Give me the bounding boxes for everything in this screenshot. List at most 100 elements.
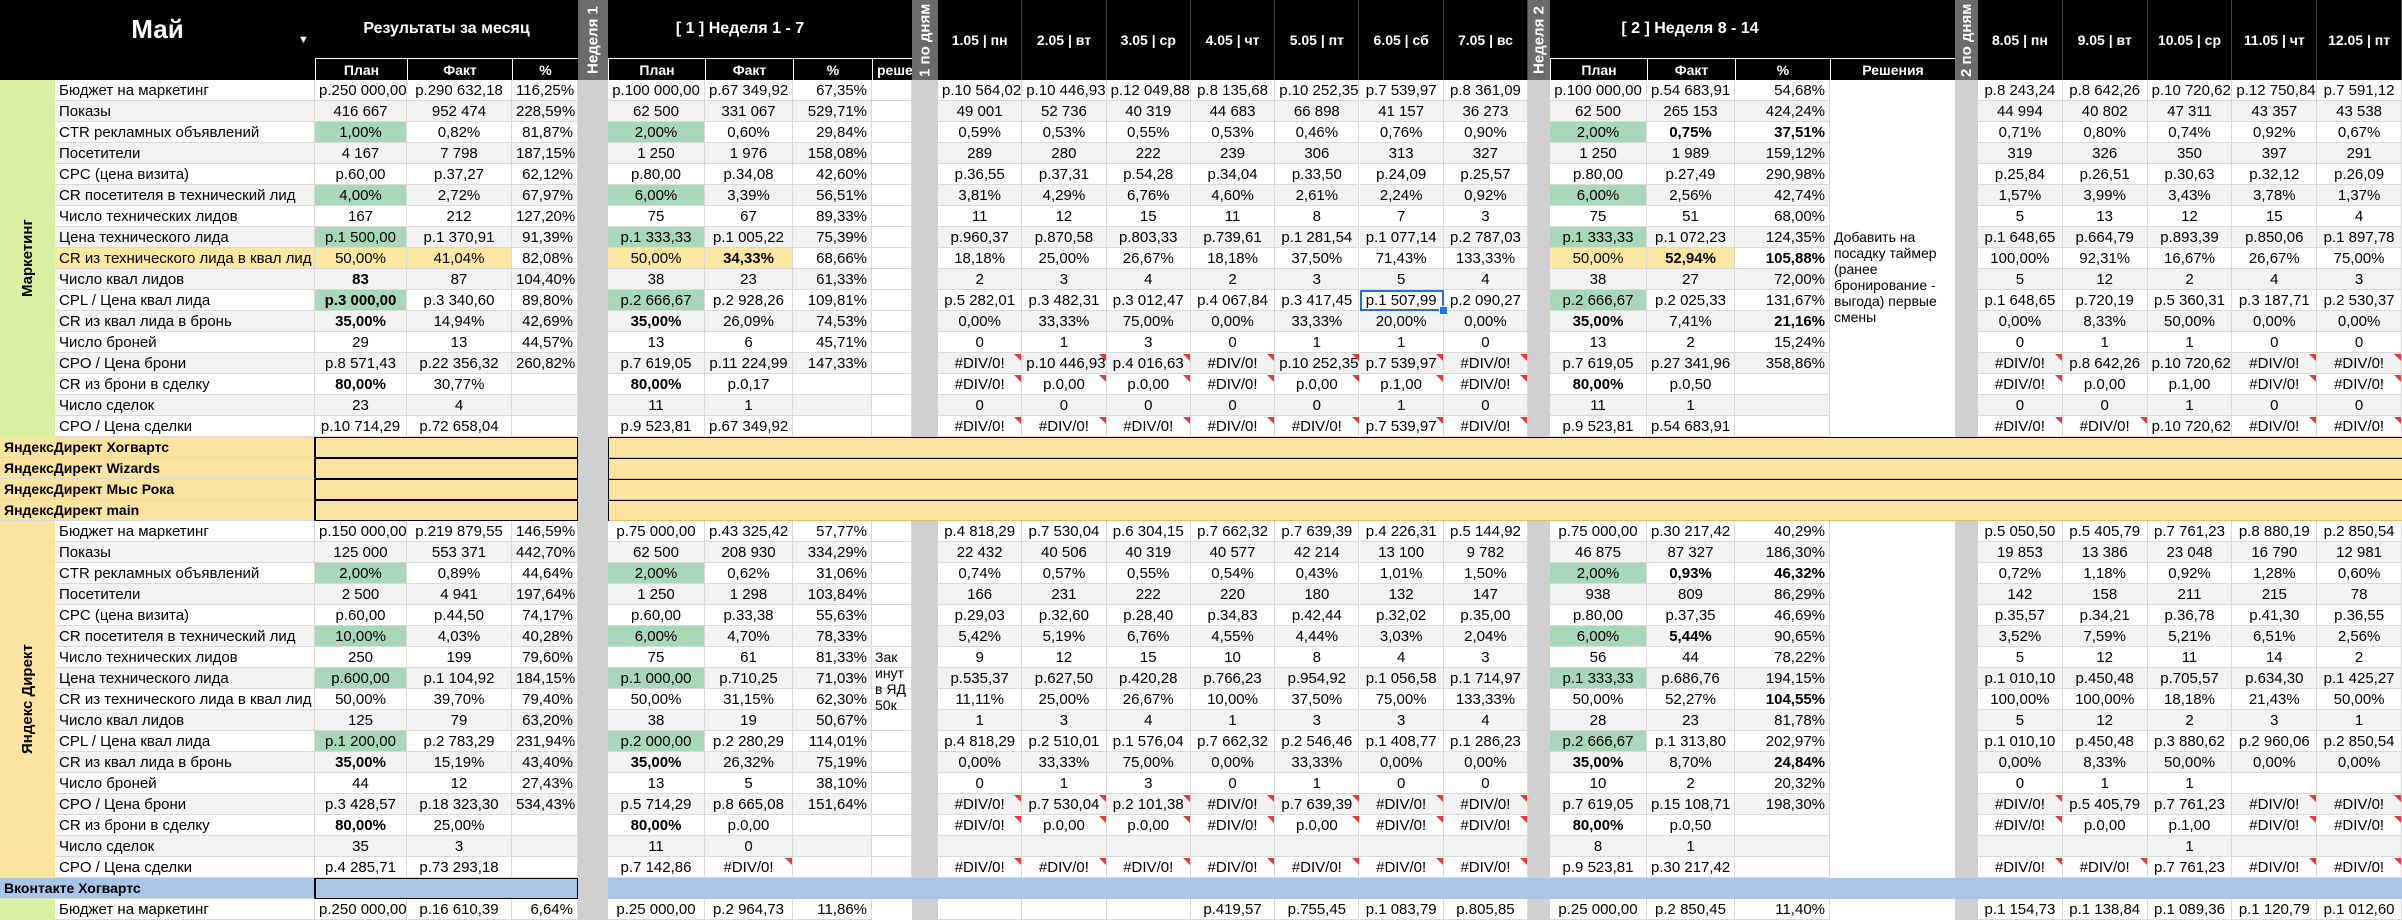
day-cell[interactable]: р.419,57	[1190, 899, 1276, 920]
day-cell[interactable]: р.4 818,29	[938, 521, 1023, 542]
month-pct-cell[interactable]: 127,20%	[512, 206, 578, 227]
month-pct-cell[interactable]: 74,17%	[512, 605, 578, 626]
day-cell[interactable]	[2317, 836, 2402, 857]
day-cell[interactable]: р.850,06	[2232, 227, 2318, 248]
group-label[interactable]: ЯндексДирект Wizards	[0, 458, 315, 479]
day-cell[interactable]: #DIV/0!	[1275, 857, 1360, 878]
week2-fact-cell[interactable]: р.0,50	[1647, 815, 1735, 836]
day-cell[interactable]: 0	[2232, 332, 2318, 353]
day-cell[interactable]: р.7 639,39	[1275, 521, 1360, 542]
day-cell[interactable]: 3	[1106, 332, 1191, 353]
week1-plan-cell[interactable]: 62 500	[608, 542, 705, 563]
month-pct-cell[interactable]: 42,69%	[512, 311, 578, 332]
month-pct-cell[interactable]: 40,28%	[512, 626, 578, 647]
week1-fact-cell[interactable]: р.11 224,99	[705, 353, 793, 374]
week2-decision-cell[interactable]	[1830, 815, 1955, 836]
day-cell[interactable]: р.893,39	[2147, 227, 2233, 248]
week1-pct-cell[interactable]: 81,33%	[793, 647, 872, 668]
day-cell[interactable]: #DIV/0!	[1978, 815, 2063, 836]
col-decisions-header[interactable]: Решения	[1830, 58, 1955, 80]
day-cell[interactable]: р.3 417,45	[1275, 290, 1360, 311]
day-cell[interactable]: 0,92%	[2147, 563, 2233, 584]
day-cell[interactable]: 11	[938, 206, 1023, 227]
week2-fact-cell[interactable]: р.2 850,45	[1647, 899, 1735, 920]
week1-pct-cell[interactable]: 45,71%	[793, 332, 872, 353]
day-cell[interactable]: 5	[1978, 206, 2063, 227]
week2-fact-cell[interactable]: 2	[1647, 773, 1735, 794]
day-cell[interactable]: р.33,50	[1275, 164, 1360, 185]
week2-plan-cell[interactable]: 50,00%	[1550, 248, 1647, 269]
day-cell[interactable]: р.0,00	[1275, 815, 1360, 836]
day-cell[interactable]: р.420,28	[1106, 668, 1191, 689]
week2-plan-cell[interactable]: р.80,00	[1550, 164, 1647, 185]
day-cell[interactable]: р.720,19	[2062, 290, 2148, 311]
week2-plan-cell[interactable]: 80,00%	[1550, 815, 1647, 836]
col-plan-header[interactable]: План	[315, 58, 407, 80]
metric-label[interactable]: CR из квал лида в бронь	[55, 752, 315, 773]
week1-plan-cell[interactable]: 38	[608, 710, 705, 731]
month-pct-cell[interactable]: 44,64%	[512, 563, 578, 584]
month-fact-cell[interactable]: 199	[407, 647, 512, 668]
week1-fact-cell[interactable]: р.0,17	[705, 374, 793, 395]
week2-plan-cell[interactable]: р.1 333,33	[1550, 668, 1647, 689]
week1-fact-cell[interactable]: 6	[705, 332, 793, 353]
day-cell[interactable]: р.26,51	[2062, 164, 2148, 185]
week1-pct-cell[interactable]: 56,51%	[793, 185, 872, 206]
week1-plan-cell[interactable]: 50,00%	[608, 689, 705, 710]
day-cell[interactable]: 4,55%	[1190, 626, 1276, 647]
day-cell[interactable]: р.3 012,47	[1106, 290, 1191, 311]
week1-pct-cell[interactable]: 29,84%	[793, 122, 872, 143]
day-cell[interactable]: #DIV/0!	[2317, 815, 2402, 836]
day-cell[interactable]: 0	[1359, 773, 1444, 794]
day-cell[interactable]: р.5 144,92	[1443, 521, 1529, 542]
day-cell[interactable]: 3	[2232, 710, 2318, 731]
month-title[interactable]: Май	[0, 0, 315, 58]
metric-label[interactable]: Число сделок	[55, 836, 315, 857]
month-pct-cell[interactable]: 62,12%	[512, 164, 578, 185]
day-cell[interactable]: 14	[2232, 647, 2318, 668]
week1-decision-cell[interactable]	[872, 710, 912, 731]
week2-pct-cell[interactable]: 24,84%	[1735, 752, 1830, 773]
day-cell[interactable]: 75,00%	[1106, 311, 1191, 332]
week2-fact-cell[interactable]: р.27,49	[1647, 164, 1735, 185]
week2-pct-cell[interactable]: 68,00%	[1735, 206, 1830, 227]
day-cell[interactable]: р.29,03	[938, 605, 1023, 626]
day-cell[interactable]: 0,00%	[1443, 752, 1529, 773]
week1-pct-cell[interactable]: 31,06%	[793, 563, 872, 584]
week2-decision-cell[interactable]	[1830, 101, 1955, 122]
week2-plan-cell[interactable]: р.2 666,67	[1550, 290, 1647, 311]
day-cell[interactable]: р.5 405,79	[2062, 521, 2148, 542]
day-cell[interactable]: р.1 012,60	[2317, 899, 2402, 920]
month-plan-cell[interactable]: 416 667	[315, 101, 407, 122]
day-cell[interactable]: #DIV/0!	[2232, 794, 2318, 815]
week2-decision-cell[interactable]	[1830, 521, 1955, 542]
month-plan-cell[interactable]: 80,00%	[315, 815, 407, 836]
week2-plan-cell[interactable]: р.75 000,00	[1550, 521, 1647, 542]
day-cell[interactable]: 0,00%	[1359, 752, 1444, 773]
month-plan-cell[interactable]: 10,00%	[315, 626, 407, 647]
week2-pct-cell[interactable]	[1735, 395, 1830, 416]
day-cell[interactable]: 10	[1190, 647, 1276, 668]
day-cell[interactable]: 16,67%	[2147, 248, 2233, 269]
day-cell[interactable]: 220	[1190, 584, 1276, 605]
col-fact-header[interactable]: Факт	[1647, 58, 1735, 80]
metric-label[interactable]: Посетители	[55, 584, 315, 605]
day-cell[interactable]	[1275, 836, 1360, 857]
day-cell[interactable]: 0	[1443, 395, 1529, 416]
week1-fact-cell[interactable]: 34,33%	[705, 248, 793, 269]
day-cell[interactable]: #DIV/0!	[2317, 416, 2402, 437]
day-cell[interactable]: 5,19%	[1022, 626, 1107, 647]
month-plan-cell[interactable]: 44	[315, 773, 407, 794]
week2-fact-cell[interactable]: 44	[1647, 647, 1735, 668]
day-cell[interactable]: р.10 252,35	[1275, 353, 1360, 374]
day-cell[interactable]: 42 214	[1275, 542, 1360, 563]
day-cell[interactable]: 1	[2317, 710, 2402, 731]
day-cell[interactable]: р.4 016,63	[1106, 353, 1191, 374]
day-cell[interactable]: р.4 067,84	[1190, 290, 1276, 311]
week2-decision-cell[interactable]	[1830, 647, 1955, 668]
week1-fact-cell[interactable]: р.43 325,42	[705, 521, 793, 542]
day-cell[interactable]: р.2 101,38	[1106, 794, 1191, 815]
day-cell[interactable]: р.1 154,73	[1978, 899, 2063, 920]
day-cell[interactable]: 0,00%	[1190, 311, 1276, 332]
day-cell[interactable]: #DIV/0!	[1443, 857, 1529, 878]
